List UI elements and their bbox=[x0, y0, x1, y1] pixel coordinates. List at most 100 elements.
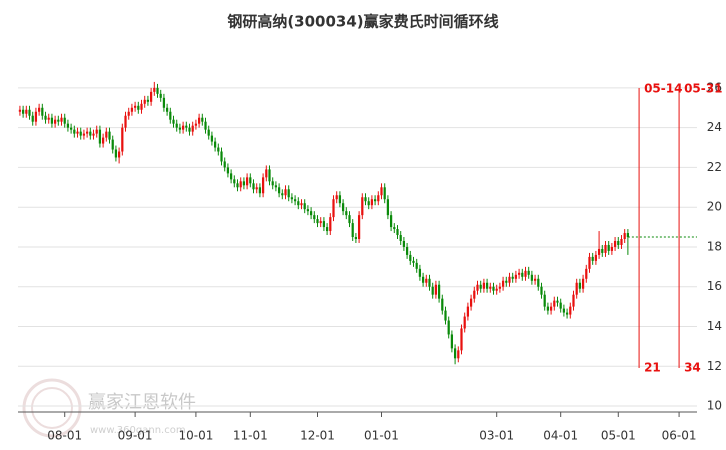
x-tick-label: 10-01 bbox=[178, 429, 213, 443]
candle-body bbox=[415, 262, 418, 269]
candle-body bbox=[153, 87, 156, 92]
candle-body bbox=[508, 276, 511, 283]
candle-body bbox=[82, 133, 86, 136]
candle-body bbox=[111, 139, 114, 150]
candle-body bbox=[485, 282, 489, 289]
candle-body bbox=[108, 131, 111, 140]
candle-body bbox=[361, 197, 364, 216]
candle-body bbox=[169, 111, 172, 120]
candle-body bbox=[130, 107, 134, 112]
candle-body bbox=[37, 107, 41, 112]
candle-body bbox=[53, 119, 57, 124]
candle-body bbox=[473, 290, 476, 299]
candle-body bbox=[133, 105, 137, 108]
watermark-logo bbox=[22, 378, 82, 438]
candle-body bbox=[69, 127, 73, 130]
candle-body bbox=[517, 272, 521, 275]
candle-body bbox=[335, 195, 338, 200]
candle-body bbox=[351, 223, 354, 238]
candle-body bbox=[233, 179, 236, 184]
candle-body bbox=[201, 117, 204, 122]
candle-body bbox=[207, 129, 210, 136]
candle-body bbox=[124, 115, 127, 128]
candle-body bbox=[178, 127, 182, 130]
x-tick-label: 12-01 bbox=[300, 429, 335, 443]
candle-body bbox=[521, 272, 524, 277]
candle-body bbox=[79, 131, 82, 136]
candle-body bbox=[31, 115, 34, 122]
candle-body bbox=[418, 268, 422, 277]
candle-body bbox=[95, 129, 98, 134]
y-tick-label: 22 bbox=[707, 160, 722, 174]
x-tick-label: 03-01 bbox=[479, 429, 514, 443]
candle-body bbox=[450, 334, 454, 349]
candle-body bbox=[57, 119, 60, 122]
candle-body bbox=[431, 286, 434, 295]
candle-body bbox=[543, 294, 546, 307]
candle-body bbox=[364, 197, 367, 202]
candle-body bbox=[41, 107, 44, 116]
candle-body bbox=[249, 177, 252, 184]
y-tick-label: 12 bbox=[707, 359, 722, 373]
candle-body bbox=[156, 87, 159, 94]
candle-body bbox=[530, 274, 534, 281]
candle-body bbox=[613, 240, 617, 247]
candle-body bbox=[175, 123, 178, 128]
candle-body bbox=[597, 248, 601, 255]
candle-body bbox=[553, 300, 556, 307]
candle-body bbox=[412, 260, 415, 263]
y-tick-label: 10 bbox=[707, 399, 722, 413]
candle-body bbox=[565, 312, 569, 315]
candle-body bbox=[101, 137, 105, 144]
y-tick-label: 16 bbox=[707, 279, 722, 293]
candle-body bbox=[66, 123, 70, 128]
candle-body bbox=[287, 189, 290, 198]
y-tick-label: 14 bbox=[707, 319, 722, 333]
candle-body bbox=[409, 254, 412, 261]
candle-body bbox=[386, 199, 390, 216]
x-tick-label: 01-01 bbox=[364, 429, 399, 443]
candle-body bbox=[562, 308, 566, 313]
candle-body bbox=[47, 117, 50, 120]
candle-body bbox=[309, 211, 313, 216]
candle-body bbox=[460, 328, 463, 351]
candle-body bbox=[373, 199, 377, 202]
candle-body bbox=[92, 133, 95, 136]
candle-body bbox=[383, 187, 386, 200]
candle-body bbox=[226, 167, 230, 174]
candle-body bbox=[617, 240, 620, 245]
candle-body bbox=[393, 227, 396, 230]
candle-body bbox=[329, 217, 332, 232]
candle-body bbox=[162, 97, 166, 108]
candle-body bbox=[396, 229, 399, 236]
candle-body bbox=[252, 183, 255, 190]
candle-body bbox=[348, 215, 351, 224]
candle-body bbox=[191, 125, 194, 132]
candle-body bbox=[501, 280, 505, 287]
candle-body bbox=[121, 127, 124, 152]
candle-body bbox=[389, 215, 393, 228]
candle-body bbox=[274, 185, 278, 188]
y-tick-label: 20 bbox=[707, 200, 722, 214]
candle-body bbox=[114, 149, 118, 158]
y-tick-label: 24 bbox=[707, 120, 722, 134]
candle-body bbox=[261, 177, 265, 194]
candle-body bbox=[34, 111, 38, 122]
x-tick-label: 06-01 bbox=[662, 429, 697, 443]
candle-body bbox=[159, 93, 162, 98]
candle-body bbox=[581, 278, 585, 289]
candle-body bbox=[76, 131, 79, 134]
candle-body bbox=[303, 203, 306, 210]
candle-body bbox=[338, 195, 342, 204]
chart-title: 钢研高纳(300034)赢家费氏时间循环线 bbox=[227, 13, 498, 31]
candle-body bbox=[537, 278, 540, 287]
candle-body bbox=[188, 127, 191, 132]
candle-body bbox=[117, 151, 121, 158]
candle-body bbox=[290, 197, 294, 200]
candle-body bbox=[402, 240, 406, 247]
candle-body bbox=[18, 109, 22, 112]
candle-body bbox=[405, 246, 409, 255]
candle-body bbox=[585, 268, 588, 279]
candle-body bbox=[457, 350, 460, 359]
